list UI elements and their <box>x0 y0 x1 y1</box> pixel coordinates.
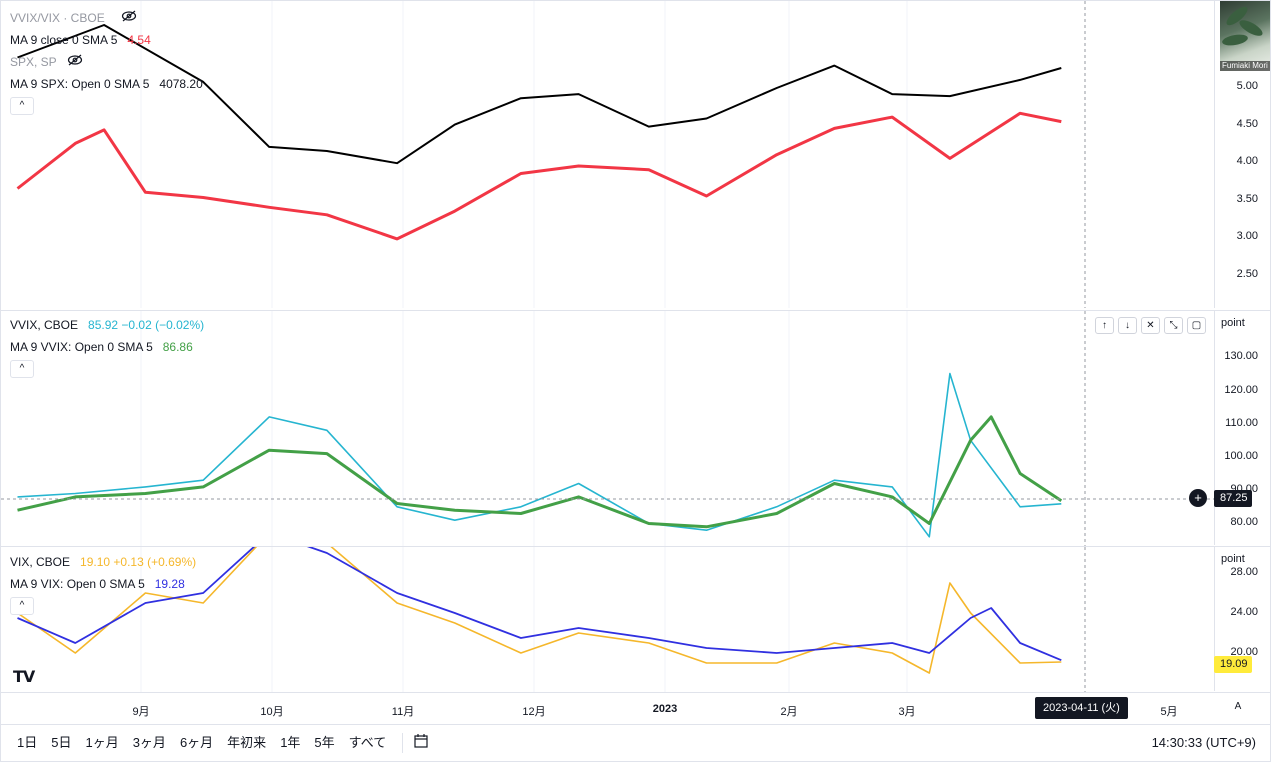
move-down-button[interactable]: ↓ <box>1118 317 1137 334</box>
range-1m-button[interactable]: 1ヶ月 <box>85 735 119 750</box>
price-tick-label: 100.00 <box>1224 450 1258 462</box>
price-tick-label: 4.50 <box>1236 118 1258 130</box>
pane-ratio-legend: VVIX/VIX · CBOE MA 9 close 0 SMA 5 4.54 … <box>10 7 203 115</box>
pane-vvix-legend: VVIX, CBOE 85.92 −0.02 (−0.02%) MA 9 VVI… <box>10 314 204 378</box>
price-tick-label: 20.00 <box>1230 646 1258 658</box>
divider <box>402 733 404 753</box>
time-label: 10月 <box>260 706 284 718</box>
vvix-ma-line[interactable] <box>17 415 1063 529</box>
pane-vvix-plot[interactable] <box>1 311 1214 546</box>
pane-ratio-plot[interactable] <box>1 1 1214 308</box>
price-tick-label: 4.00 <box>1236 155 1258 167</box>
axis-unit: point <box>1221 553 1245 565</box>
pane-vix-plot[interactable] <box>1 547 1214 692</box>
price-tick-label: 2.50 <box>1236 268 1258 280</box>
pane-vix[interactable]: VIX, CBOE 19.10 +0.13 (+0.69%) MA 9 VIX:… <box>1 546 1214 692</box>
date-range-icon[interactable] <box>413 733 429 754</box>
time-label: 5月 <box>1160 706 1178 718</box>
price-tick-label: 130.00 <box>1224 350 1258 362</box>
range-6m-button[interactable]: 6ヶ月 <box>179 735 214 750</box>
time-label: 3月 <box>898 706 916 718</box>
ma-label[interactable]: MA 9 VVIX: Open 0 SMA 5 <box>10 340 153 354</box>
crosshair-price-tag: 87.25 <box>1214 490 1252 507</box>
price-tick-label: 28.00 <box>1230 566 1258 578</box>
time-axis[interactable]: 9月 10月 11月 12月 2023 2月 3月 5月 2023-04-11 … <box>1 692 1270 724</box>
vvix-line[interactable] <box>17 372 1062 538</box>
pane-vvix[interactable]: VVIX, CBOE 85.92 −0.02 (−0.02%) MA 9 VVI… <box>1 310 1214 546</box>
add-alert-plus-icon[interactable]: + <box>1189 489 1207 507</box>
webcam-overlay: Fumiaki Mori <box>1220 1 1270 71</box>
ma-value: 4.54 <box>127 33 151 47</box>
quote-value: 19.10 +0.13 (+0.69%) <box>80 555 197 569</box>
price-axis-vvix[interactable]: point 130.00 120.00 110.00 100.00 90.00 80.00 <box>1214 310 1270 545</box>
overlay-hide-eye-icon[interactable] <box>67 51 83 73</box>
webcam-name: Fumiaki Mori <box>1220 61 1270 71</box>
maximize-pane-button[interactable]: ▢ <box>1187 317 1206 334</box>
spx-ma-line[interactable] <box>17 24 1062 165</box>
symbol-title[interactable]: VVIX/VIX · CBOE <box>10 11 105 25</box>
pane-ratio[interactable]: VVIX/VIX · CBOE MA 9 close 0 SMA 5 4.54 … <box>1 1 1214 308</box>
ratio-ma-line[interactable] <box>16 111 1062 241</box>
price-tick-label: 120.00 <box>1224 384 1258 396</box>
axis-unit: point <box>1221 317 1245 329</box>
time-label: 11月 <box>391 706 415 718</box>
symbol-title[interactable]: VIX, CBOE <box>10 555 71 569</box>
ma-value: 86.86 <box>162 340 193 354</box>
collapse-pane-button[interactable]: ⤡ <box>1164 317 1183 334</box>
move-up-button[interactable]: ↑ <box>1095 317 1114 334</box>
overlay-symbol[interactable]: SPX, SP <box>10 55 57 69</box>
symbol-title[interactable]: VVIX, CBOE <box>10 318 79 332</box>
range-selector: 1日 5日 1ヶ月 3ヶ月 6ヶ月 年初来 1年 5年 すべて <box>11 733 429 754</box>
range-5d-button[interactable]: 5日 <box>51 735 72 750</box>
vix-ma-line[interactable] <box>17 547 1062 662</box>
legend-collapse-button[interactable]: ^ <box>10 597 34 615</box>
vix-line[interactable] <box>17 547 1062 674</box>
range-3m-button[interactable]: 3ヶ月 <box>132 735 166 750</box>
range-ytd-button[interactable]: 年初来 <box>227 735 267 750</box>
quote-value: 85.92 −0.02 (−0.02%) <box>88 318 205 332</box>
ma-label[interactable]: MA 9 close 0 SMA 5 <box>10 33 118 47</box>
legend-collapse-button[interactable]: ^ <box>10 360 34 378</box>
crosshair-date-label: 2023-04-11 (火) <box>1035 697 1128 719</box>
ma-label[interactable]: MA 9 VIX: Open 0 SMA 5 <box>10 577 145 591</box>
price-tick-label: 3.00 <box>1236 230 1258 242</box>
time-label: 2月 <box>780 706 798 718</box>
range-1y-button[interactable]: 1年 <box>280 735 301 750</box>
range-5y-button[interactable]: 5年 <box>314 735 335 750</box>
range-1d-button[interactable]: 1日 <box>17 735 38 750</box>
price-tick-label: 24.00 <box>1230 606 1258 618</box>
auto-scale-button[interactable]: A <box>1234 701 1242 712</box>
hide-eye-icon[interactable] <box>121 7 137 29</box>
legend-collapse-button[interactable]: ^ <box>10 97 34 115</box>
timezone-clock[interactable]: 14:30:33 (UTC+9) <box>1151 735 1256 750</box>
price-tick-label: 80.00 <box>1230 516 1258 528</box>
pane-toolbar: ↑ ↓ ✕ ⤡ ▢ <box>1095 317 1206 334</box>
overlay-ma-label[interactable]: MA 9 SPX: Open 0 SMA 5 <box>10 77 150 91</box>
close-pane-button[interactable]: ✕ <box>1141 317 1160 334</box>
range-all-button[interactable]: すべて <box>348 735 387 750</box>
time-label: 9月 <box>132 706 150 718</box>
last-price-tag: 19.09 <box>1214 656 1252 673</box>
time-label: 12月 <box>522 706 546 718</box>
tradingview-logo[interactable]: TV <box>13 667 35 686</box>
price-tick-label: 5.00 <box>1236 80 1258 92</box>
pane-vix-legend: VIX, CBOE 19.10 +0.13 (+0.69%) MA 9 VIX:… <box>10 551 196 615</box>
price-tick-label: 110.00 <box>1225 417 1258 429</box>
time-label-year: 2023 <box>652 703 678 715</box>
price-tick-label: 3.50 <box>1236 193 1258 205</box>
ma-value: 19.28 <box>154 577 185 591</box>
overlay-ma-value: 4078.20 <box>159 77 203 91</box>
bottom-toolbar: 1日 5日 1ヶ月 3ヶ月 6ヶ月 年初来 1年 5年 すべて 14:30:33… <box>1 724 1270 761</box>
